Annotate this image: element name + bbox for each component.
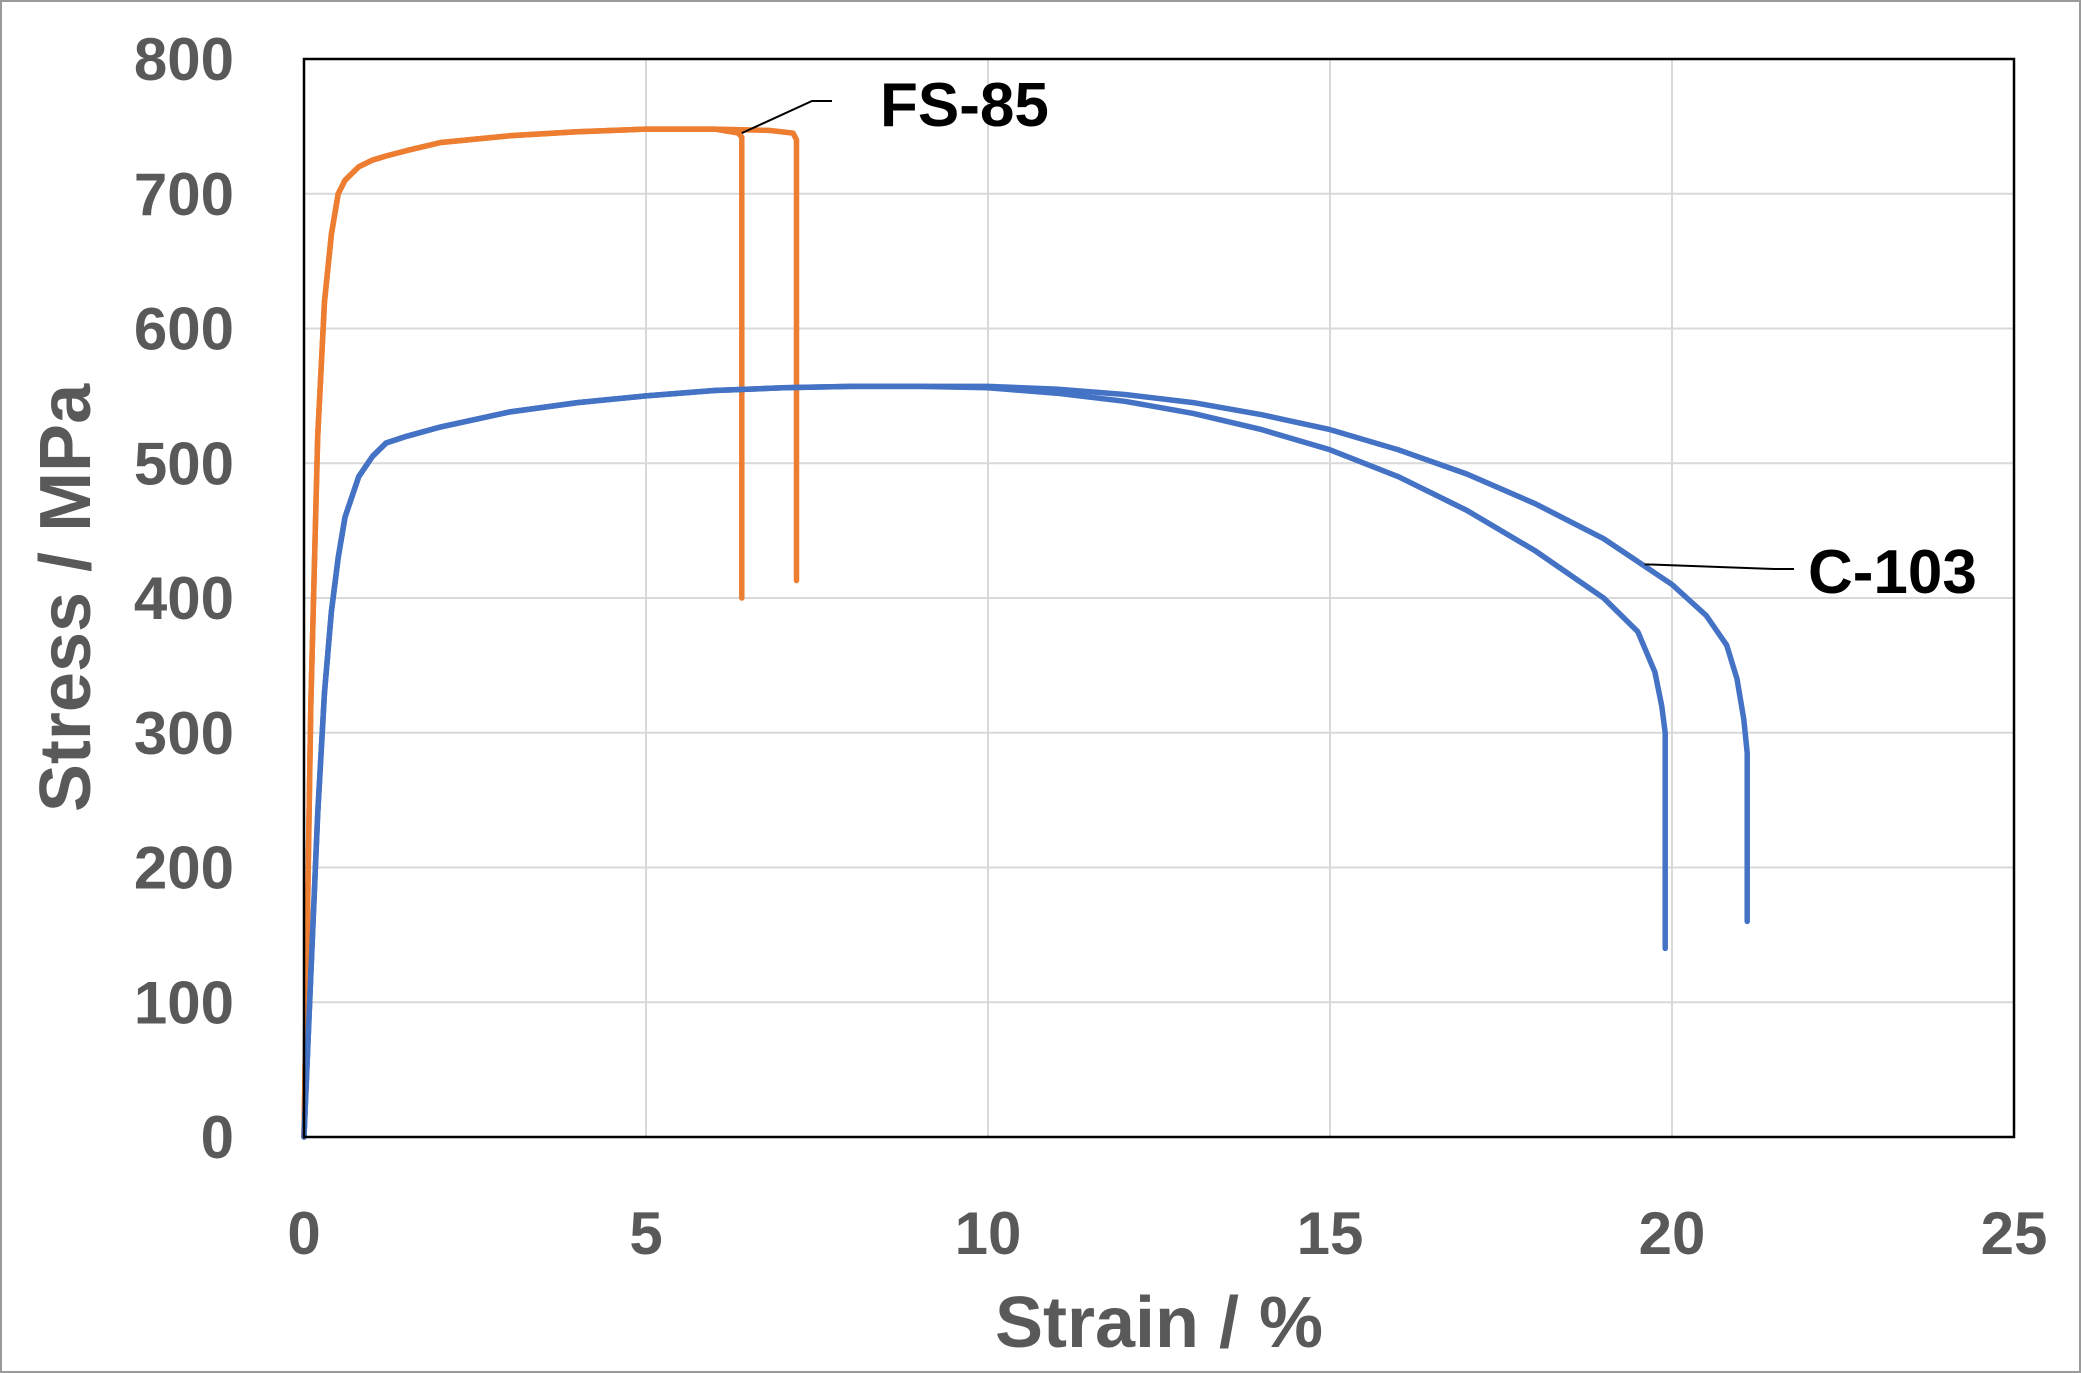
series-line-2 bbox=[301, 383, 1668, 1140]
y-tick-label-8: 800 bbox=[134, 26, 234, 93]
y-tick-label-3: 300 bbox=[134, 700, 234, 767]
fs85-callout-label: FS-85 bbox=[880, 71, 1049, 140]
x-tick-label-3: 15 bbox=[1297, 1200, 1364, 1267]
gridlines bbox=[303, 58, 2015, 1138]
annotations: FS-85 C-103 bbox=[741, 71, 1977, 607]
y-tick-label-6: 600 bbox=[134, 296, 234, 363]
y-tick-label-2: 200 bbox=[134, 835, 234, 902]
x-tick-label-5: 25 bbox=[1981, 1200, 2048, 1267]
x-axis-title: Strain / % bbox=[995, 1283, 1323, 1363]
x-tick-label-1: 5 bbox=[629, 1200, 662, 1267]
series-lines bbox=[301, 126, 1750, 1140]
y-tick-labels: 0 100 200 300 400 500 600 700 800 bbox=[134, 26, 234, 1171]
x-tick-label-0: 0 bbox=[287, 1200, 320, 1267]
series-line-3 bbox=[301, 383, 1750, 1140]
series-line-0 bbox=[301, 126, 745, 1140]
c103-leader-line bbox=[1644, 563, 1794, 570]
x-tick-label-4: 20 bbox=[1639, 1200, 1706, 1267]
c103-callout-label: C-103 bbox=[1808, 538, 1977, 607]
y-tick-label-1: 100 bbox=[134, 969, 234, 1036]
series-line-1 bbox=[301, 126, 800, 1140]
y-tick-label-5: 500 bbox=[134, 430, 234, 497]
x-tick-label-2: 10 bbox=[955, 1200, 1022, 1267]
y-tick-label-7: 700 bbox=[134, 161, 234, 228]
y-tick-label-4: 400 bbox=[134, 565, 234, 632]
fs85-leader-line bbox=[741, 100, 832, 135]
x-tick-labels: 0 5 10 15 20 25 bbox=[287, 1200, 2047, 1267]
y-tick-label-0: 0 bbox=[201, 1104, 234, 1171]
plot-area-border bbox=[302, 57, 2016, 1139]
y-axis-title: Stress / MPa bbox=[26, 383, 106, 812]
